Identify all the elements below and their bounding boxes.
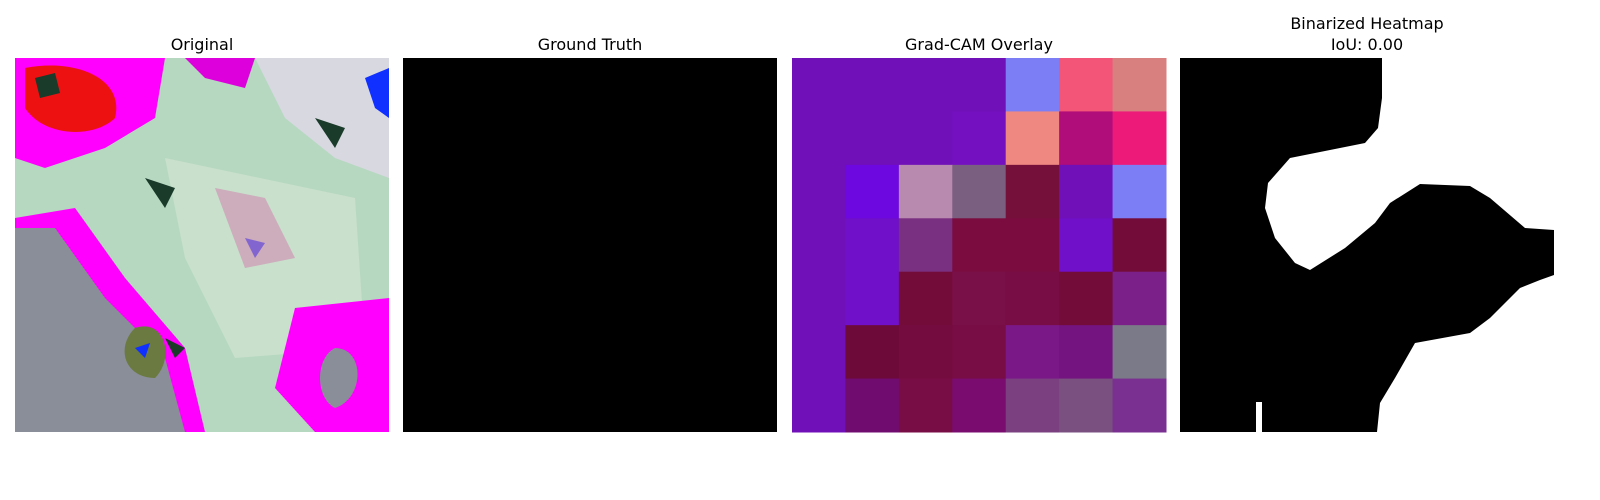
cam-cell: [898, 378, 953, 433]
cam-cell: [1005, 325, 1060, 380]
cam-cell: [845, 378, 900, 433]
cam-cell: [898, 218, 953, 273]
cam-cell: [898, 111, 953, 166]
cam-cell: [898, 164, 953, 219]
cam-cell: [1005, 378, 1060, 433]
cam-cell: [1112, 218, 1167, 273]
cam-cell: [1059, 218, 1114, 273]
cam-cell: [792, 378, 846, 433]
cam-cell: [1112, 325, 1167, 380]
panel-subtitle: IoU: 0.00: [1331, 35, 1403, 54]
cam-cell: [792, 164, 846, 219]
cam-cell: [845, 58, 900, 112]
cam-cell: [1112, 271, 1167, 326]
cam-cell: [1005, 271, 1060, 326]
panel-title: Grad-CAM Overlay: [905, 35, 1053, 54]
cam-cell: [845, 325, 900, 380]
cam-cell: [1112, 378, 1167, 433]
cam-cell: [1059, 325, 1114, 380]
cam-cell: [845, 164, 900, 219]
cam-cell: [952, 271, 1007, 326]
cam-cell: [952, 164, 1007, 219]
original-image: [15, 58, 389, 432]
cam-cell: [1059, 271, 1114, 326]
cam-cell: [1059, 164, 1114, 219]
cam-cell: [952, 111, 1007, 166]
cam-cell: [952, 58, 1007, 112]
cam-cell: [898, 58, 953, 112]
cam-cell: [1005, 164, 1060, 219]
panel-title: Binarized Heatmap: [1290, 14, 1443, 33]
cam-cell: [1059, 58, 1114, 112]
cam-cell: [1112, 111, 1167, 166]
cam-cell: [792, 271, 846, 326]
cam-cell: [1005, 218, 1060, 273]
cam-cell: [898, 325, 953, 380]
cam-cell: [952, 378, 1007, 433]
binarized-heatmap: [1180, 58, 1554, 432]
cam-cell: [845, 271, 900, 326]
cam-cell: [952, 218, 1007, 273]
cam-cell: [1005, 111, 1060, 166]
cam-cell: [792, 325, 846, 380]
cam-cell: [792, 111, 846, 166]
cam-cell: [952, 325, 1007, 380]
ground-truth-mask: [403, 58, 777, 432]
cam-cell: [792, 218, 846, 273]
cam-cell: [792, 58, 846, 112]
cam-cell: [1112, 164, 1167, 219]
panel-title: Ground Truth: [538, 35, 643, 54]
cam-cell: [1059, 378, 1114, 433]
cam-cell: [1112, 58, 1167, 112]
cam-cell: [845, 218, 900, 273]
panel-title: Original: [171, 35, 234, 54]
gradcam-overlay: [792, 58, 1167, 433]
cam-cell: [845, 111, 900, 166]
cam-cell: [1059, 111, 1114, 166]
cam-cell: [1005, 58, 1060, 112]
cam-cell: [898, 271, 953, 326]
